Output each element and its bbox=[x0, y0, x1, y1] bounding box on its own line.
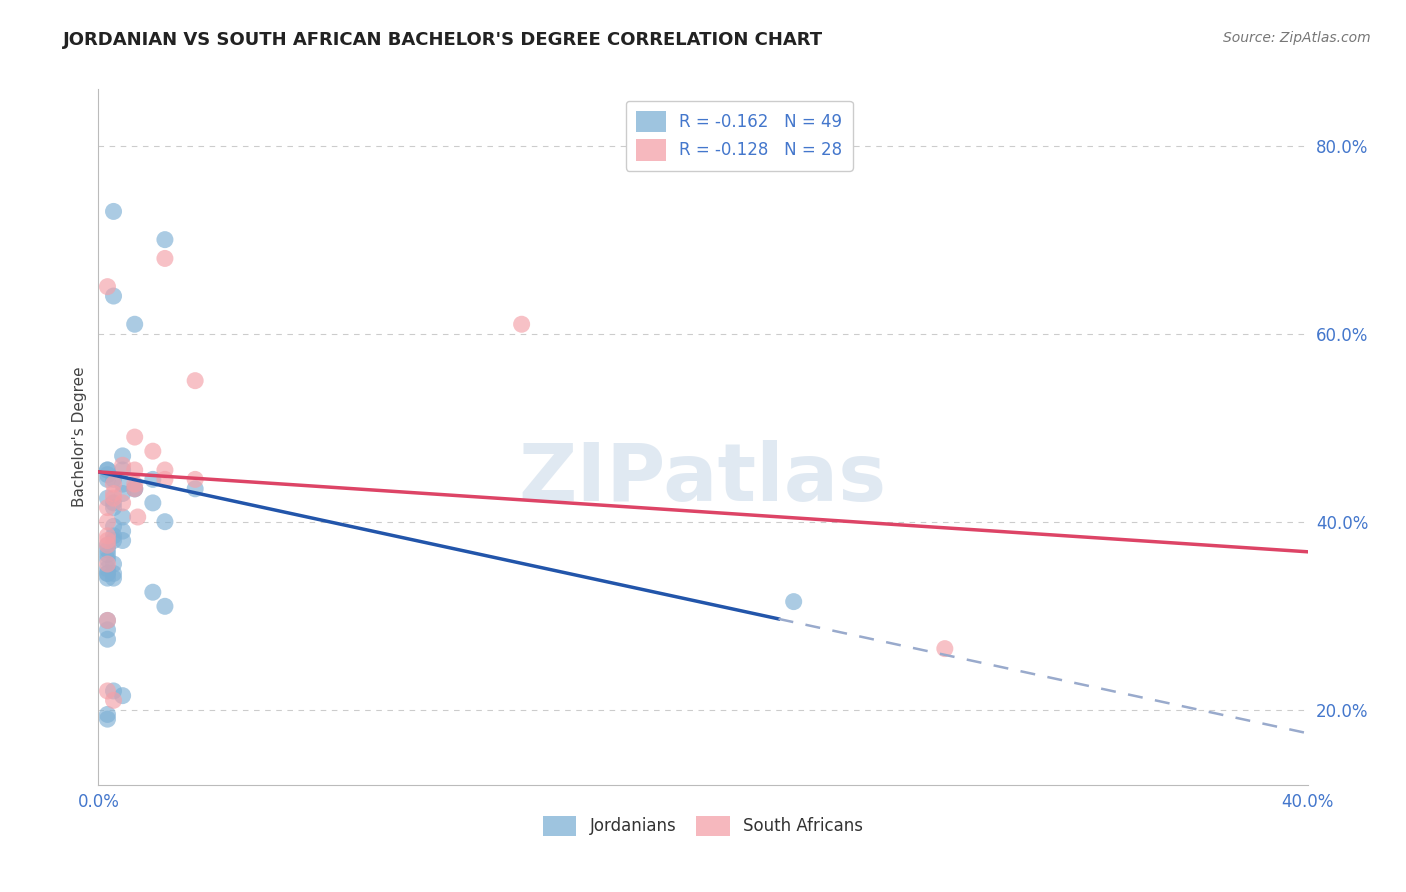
Point bbox=[142, 496, 165, 510]
Point bbox=[103, 472, 125, 486]
Point bbox=[111, 463, 134, 477]
Point bbox=[96, 552, 118, 566]
Point bbox=[124, 477, 146, 491]
Point bbox=[96, 614, 118, 628]
Point bbox=[103, 693, 125, 707]
Point bbox=[103, 571, 125, 585]
Point bbox=[124, 463, 146, 477]
Point bbox=[103, 566, 125, 581]
Point bbox=[96, 614, 118, 628]
Point bbox=[142, 472, 165, 486]
Point bbox=[103, 557, 125, 571]
Point bbox=[124, 482, 146, 496]
Text: Source: ZipAtlas.com: Source: ZipAtlas.com bbox=[1223, 31, 1371, 45]
Point bbox=[103, 496, 125, 510]
Point bbox=[96, 538, 118, 552]
Point bbox=[96, 623, 118, 637]
Point bbox=[124, 482, 146, 496]
Point bbox=[96, 562, 118, 576]
Point bbox=[510, 318, 533, 332]
Point bbox=[96, 515, 118, 529]
Point bbox=[111, 496, 134, 510]
Point bbox=[124, 430, 146, 444]
Point bbox=[103, 684, 125, 698]
Point bbox=[103, 477, 125, 491]
Point bbox=[153, 472, 176, 486]
Point bbox=[96, 491, 118, 506]
Point bbox=[96, 566, 118, 581]
Point bbox=[153, 463, 176, 477]
Point bbox=[153, 233, 176, 247]
Point bbox=[142, 444, 165, 458]
Point bbox=[934, 641, 956, 656]
Point bbox=[103, 500, 125, 515]
Point bbox=[111, 458, 134, 473]
Point bbox=[124, 318, 146, 332]
Point bbox=[111, 510, 134, 524]
Point bbox=[96, 538, 118, 552]
Text: ZIPatlas: ZIPatlas bbox=[519, 440, 887, 518]
Point bbox=[103, 204, 125, 219]
Point bbox=[127, 510, 149, 524]
Point bbox=[153, 515, 176, 529]
Text: JORDANIAN VS SOUTH AFRICAN BACHELOR'S DEGREE CORRELATION CHART: JORDANIAN VS SOUTH AFRICAN BACHELOR'S DE… bbox=[63, 31, 824, 49]
Point bbox=[111, 524, 134, 538]
Point bbox=[96, 467, 118, 482]
Point bbox=[96, 533, 118, 548]
Point bbox=[103, 491, 125, 506]
Point bbox=[153, 599, 176, 614]
Point bbox=[96, 500, 118, 515]
Point bbox=[142, 585, 165, 599]
Point bbox=[96, 632, 118, 647]
Point bbox=[184, 482, 207, 496]
Point bbox=[96, 712, 118, 726]
Y-axis label: Bachelor's Degree: Bachelor's Degree bbox=[72, 367, 87, 508]
Point bbox=[96, 279, 118, 293]
Point bbox=[96, 557, 118, 571]
Point bbox=[96, 684, 118, 698]
Point bbox=[184, 472, 207, 486]
Point bbox=[103, 289, 125, 303]
Point bbox=[96, 571, 118, 585]
Point bbox=[153, 252, 176, 266]
Point bbox=[96, 472, 118, 486]
Point bbox=[96, 463, 118, 477]
Legend: Jordanians, South Africans: Jordanians, South Africans bbox=[536, 809, 870, 843]
Point bbox=[111, 689, 134, 703]
Point bbox=[96, 542, 118, 557]
Point bbox=[783, 594, 806, 608]
Point bbox=[103, 529, 125, 543]
Point bbox=[111, 477, 134, 491]
Point bbox=[124, 482, 146, 496]
Point bbox=[111, 533, 134, 548]
Point bbox=[96, 707, 118, 722]
Point bbox=[184, 374, 207, 388]
Point bbox=[96, 566, 118, 581]
Point bbox=[103, 519, 125, 533]
Point bbox=[103, 486, 125, 500]
Point bbox=[103, 533, 125, 548]
Point bbox=[96, 529, 118, 543]
Point bbox=[111, 486, 134, 500]
Point bbox=[96, 463, 118, 477]
Point bbox=[111, 449, 134, 463]
Point bbox=[96, 548, 118, 562]
